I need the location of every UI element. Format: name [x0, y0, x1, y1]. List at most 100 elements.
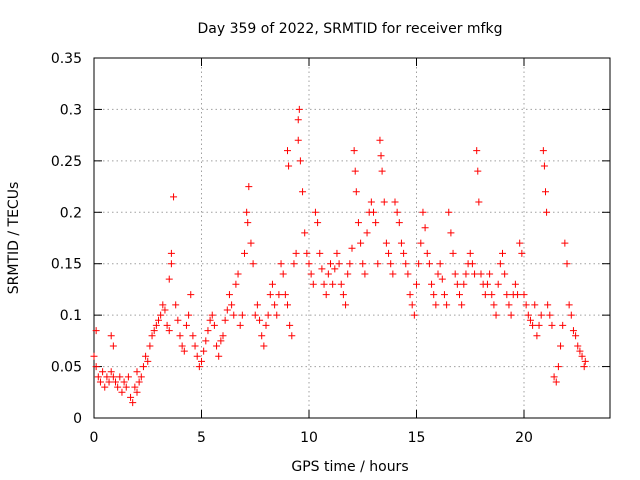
data-point — [165, 327, 173, 335]
x-tick-label: 20 — [515, 430, 533, 446]
data-point — [350, 147, 358, 155]
data-point — [391, 198, 399, 206]
data-point — [90, 352, 98, 360]
data-point — [344, 270, 352, 278]
data-point — [279, 270, 287, 278]
data-point — [116, 373, 124, 381]
x-tick-label: 10 — [300, 430, 318, 446]
data-point — [466, 249, 474, 257]
data-point — [354, 219, 362, 227]
data-point — [477, 270, 485, 278]
data-point — [281, 291, 289, 299]
data-point — [109, 373, 117, 381]
data-point — [533, 332, 541, 340]
data-point — [458, 301, 466, 309]
data-point — [208, 311, 216, 319]
x-tick-label: 15 — [408, 430, 426, 446]
data-point — [230, 311, 238, 319]
data-point — [92, 327, 100, 335]
data-point — [540, 162, 548, 170]
data-point — [238, 311, 246, 319]
data-point — [245, 183, 253, 191]
data-point — [404, 270, 412, 278]
data-point — [103, 373, 111, 381]
x-tick-label: 0 — [90, 430, 99, 446]
data-point — [351, 167, 359, 175]
data-point — [219, 332, 227, 340]
y-tick-label: 0.35 — [51, 51, 82, 67]
data-point — [133, 388, 141, 396]
data-point — [105, 378, 113, 386]
data-point — [415, 260, 423, 268]
data-point — [581, 357, 589, 365]
data-point — [253, 301, 261, 309]
data-point — [284, 301, 291, 309]
y-tick-label: 0.05 — [51, 360, 82, 376]
data-point — [520, 291, 528, 299]
data-point — [228, 301, 236, 309]
x-axis-label: GPS time / hours — [291, 459, 408, 475]
data-point — [385, 249, 393, 257]
data-point — [167, 260, 175, 268]
data-point — [559, 321, 567, 329]
data-point — [574, 342, 582, 350]
data-point — [413, 280, 420, 288]
data-point — [363, 229, 371, 237]
data-point — [244, 219, 252, 227]
data-point — [118, 388, 126, 396]
data-point — [159, 301, 167, 309]
data-point — [221, 316, 229, 324]
data-point — [225, 291, 233, 299]
data-point — [189, 332, 197, 340]
data-point — [241, 249, 248, 257]
data-point — [92, 363, 100, 371]
data-point — [256, 316, 264, 324]
data-point — [165, 275, 173, 283]
data-point — [292, 249, 300, 257]
data-point — [236, 321, 244, 329]
data-point — [475, 198, 483, 206]
y-tick-label: 0.2 — [60, 205, 82, 221]
data-point — [572, 332, 580, 340]
data-point — [419, 208, 427, 216]
data-point — [511, 280, 519, 288]
y-tick-label: 0.25 — [51, 154, 82, 170]
data-point — [109, 342, 117, 350]
data-point — [432, 301, 440, 309]
data-point — [320, 280, 328, 288]
data-point — [492, 311, 500, 319]
data-point — [262, 321, 270, 329]
data-point — [200, 347, 208, 355]
data-point — [303, 249, 311, 257]
data-point — [286, 321, 294, 329]
data-point — [148, 332, 156, 340]
data-point — [524, 311, 532, 319]
data-point — [285, 162, 293, 170]
data-point — [370, 208, 377, 216]
data-point — [295, 105, 303, 113]
data-point — [314, 219, 322, 227]
data-point — [178, 342, 186, 350]
data-point — [425, 260, 433, 268]
data-point — [348, 244, 356, 252]
data-point — [397, 239, 405, 247]
data-points — [90, 105, 589, 407]
data-point — [155, 316, 162, 324]
data-point — [133, 368, 141, 376]
data-point — [501, 270, 509, 278]
data-point — [417, 239, 425, 247]
data-point — [423, 249, 431, 257]
data-point — [124, 373, 132, 381]
data-point — [311, 208, 319, 216]
data-point — [191, 342, 199, 350]
data-point — [333, 249, 341, 257]
y-tick-label: 0.15 — [51, 257, 82, 273]
data-point — [471, 270, 479, 278]
data-point — [112, 378, 119, 386]
data-point — [507, 311, 515, 319]
data-point — [490, 301, 498, 309]
data-point — [554, 363, 562, 371]
data-point — [185, 311, 193, 319]
data-point — [288, 332, 296, 340]
